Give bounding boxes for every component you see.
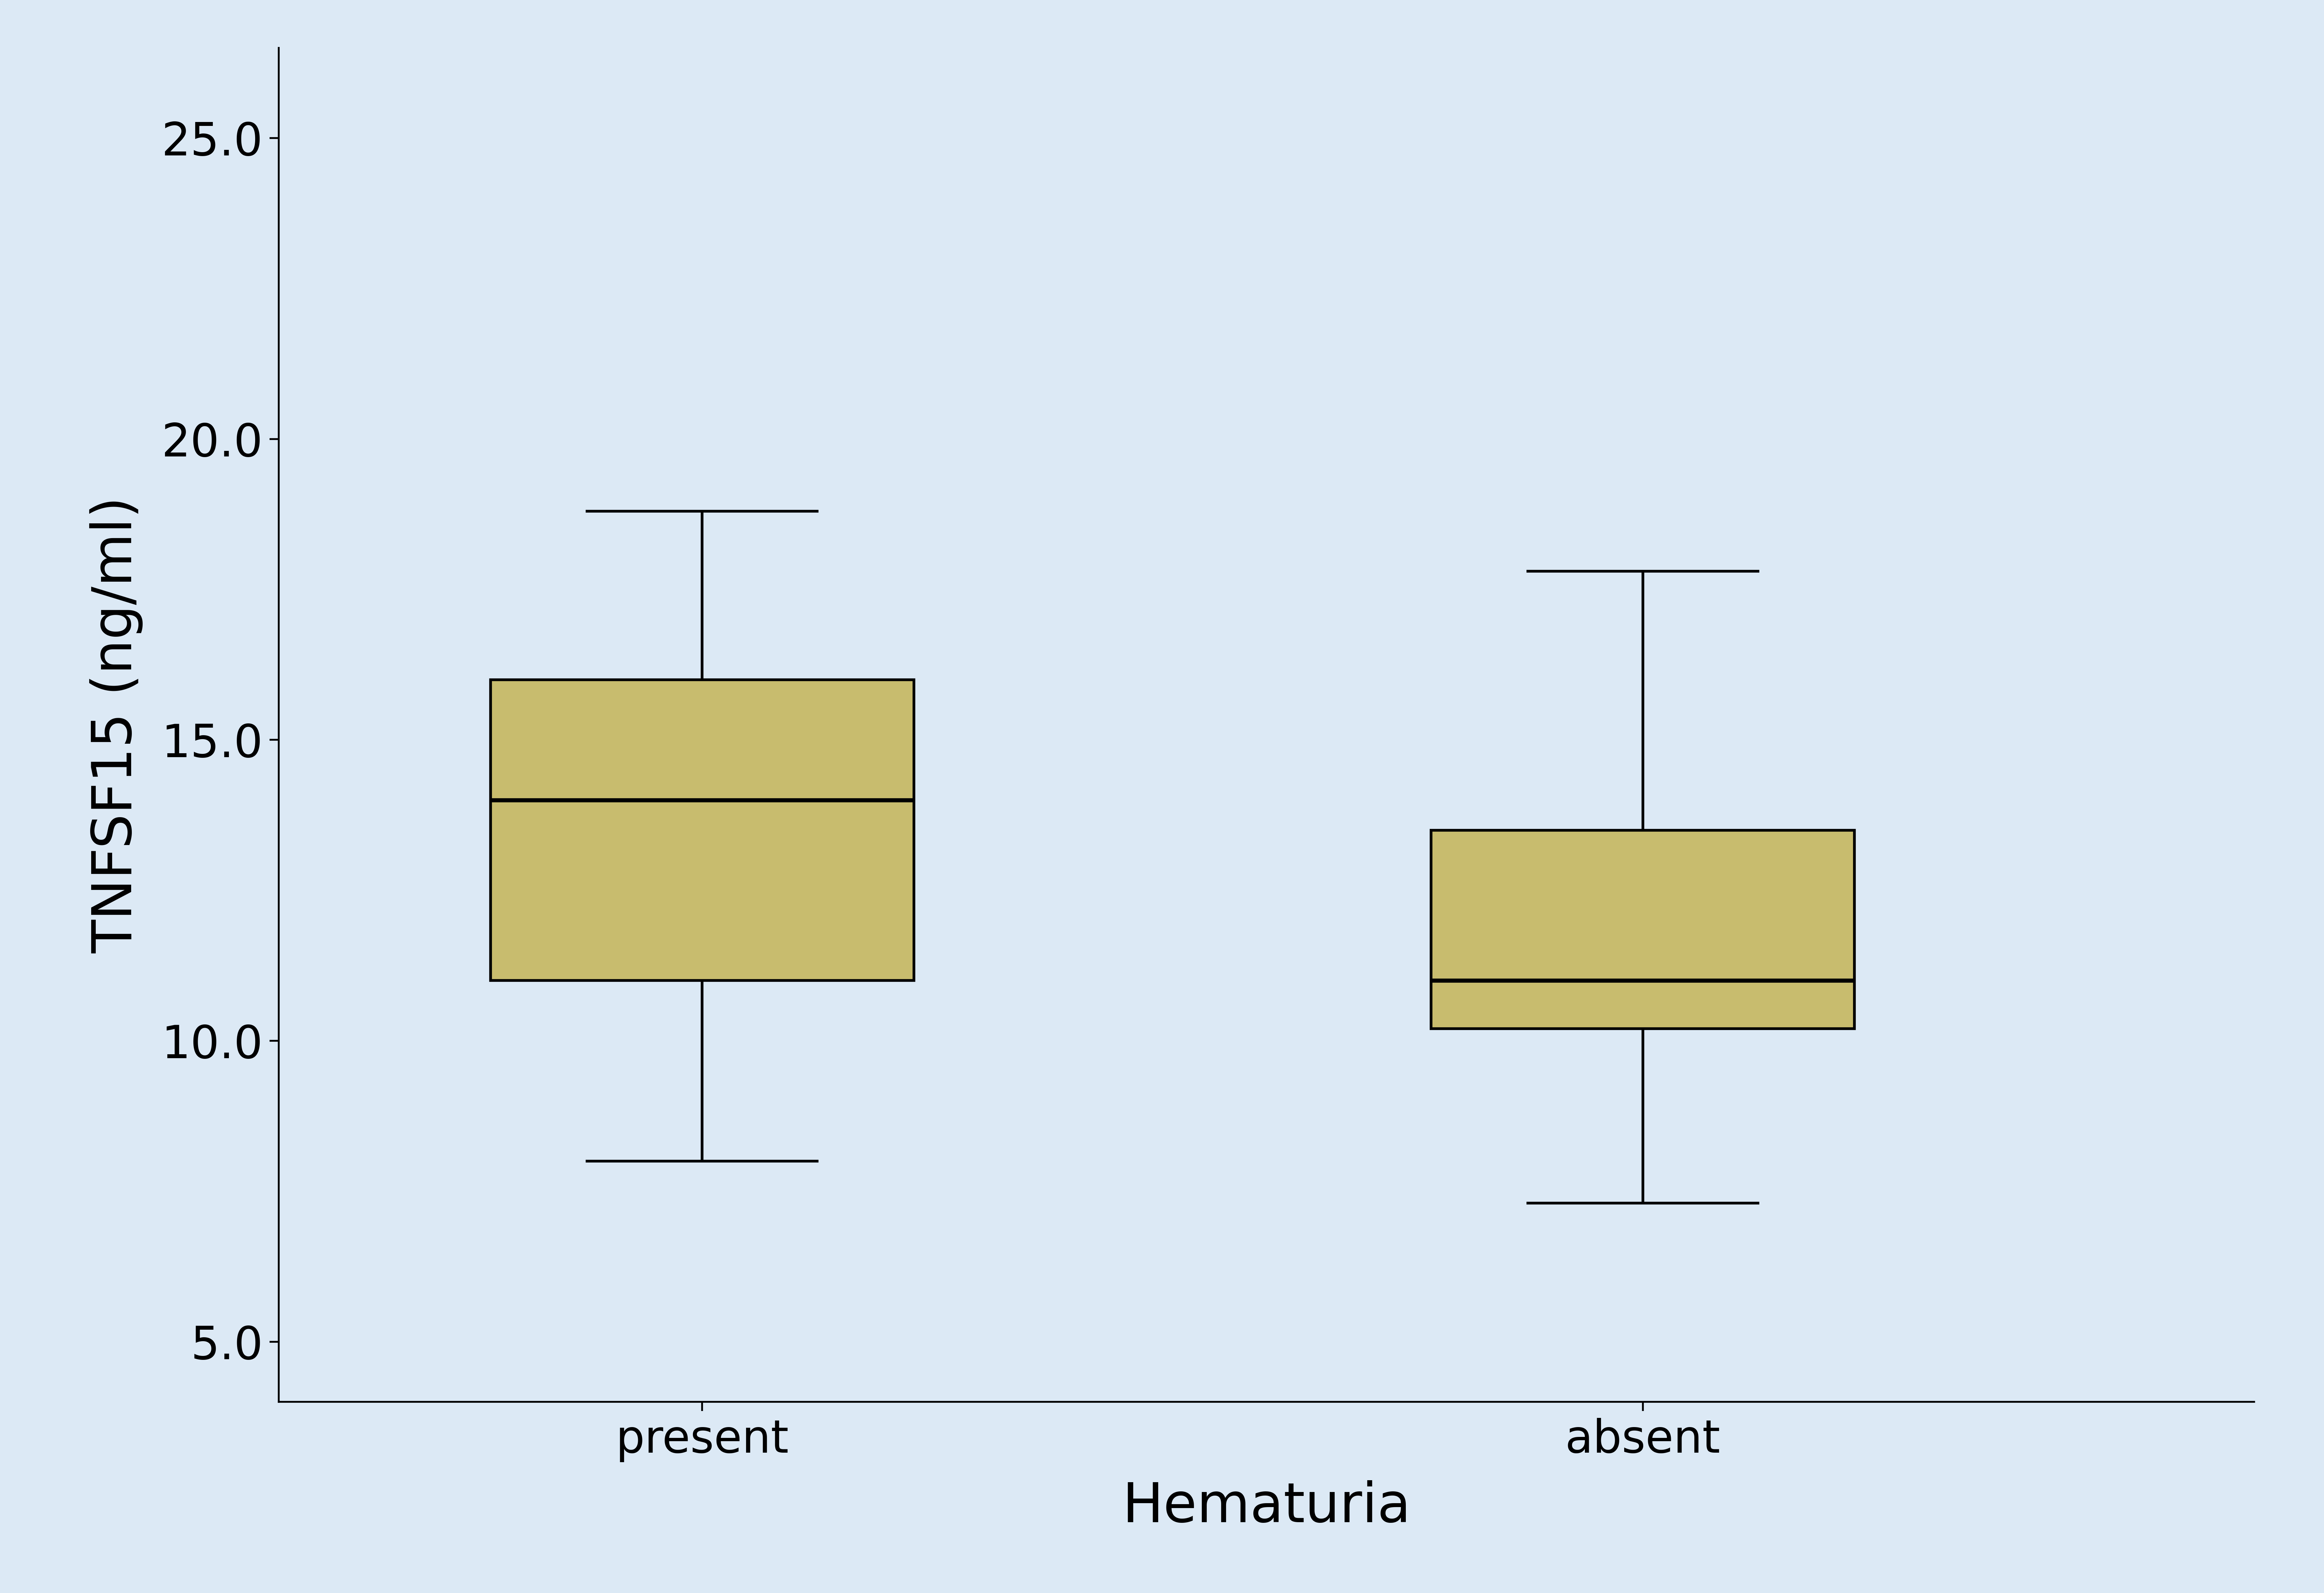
X-axis label: Hematuria: Hematuria [1122, 1480, 1411, 1534]
FancyBboxPatch shape [1432, 830, 1855, 1029]
FancyBboxPatch shape [490, 680, 913, 981]
Y-axis label: TNFSF15 (ng/ml): TNFSF15 (ng/ml) [91, 497, 144, 953]
